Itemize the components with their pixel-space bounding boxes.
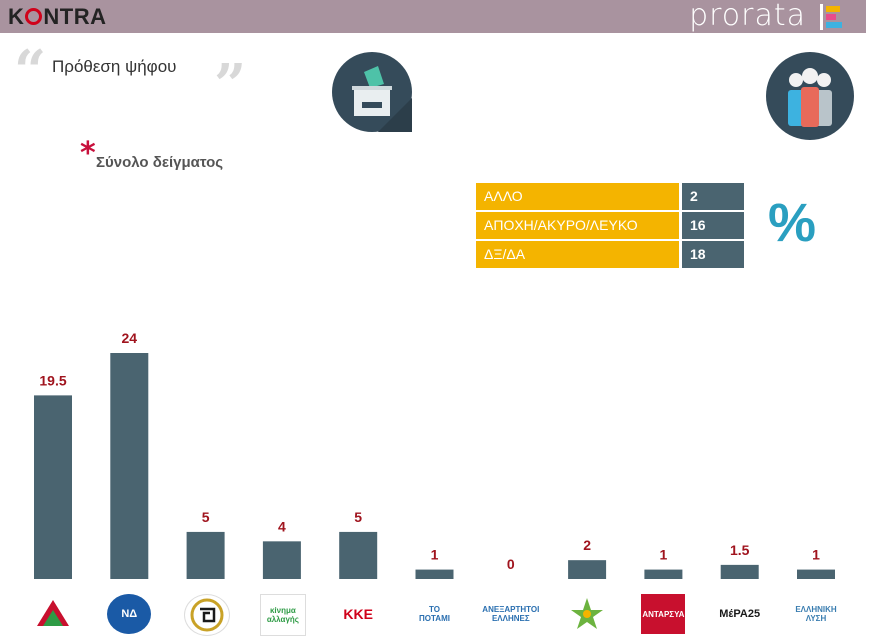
bar-9 xyxy=(644,569,683,579)
party-logo-7: ΑΝΕΞΑΡΤΗΤΟΙ ΕΛΛΗΝΕΣ xyxy=(482,594,539,634)
percent-sign: % xyxy=(768,193,817,253)
party-logo-text: ΕΛΛΗΝΙΚΗ ΛΥΣΗ xyxy=(795,605,837,623)
asterisk-icon: * xyxy=(80,136,96,171)
value-label-2: 24 xyxy=(122,330,138,346)
value-label-4: 4 xyxy=(278,518,286,534)
bar-6 xyxy=(415,569,454,579)
party-logo-5: ΚΚΕ xyxy=(336,594,381,634)
party-logo-10: ΜέΡΑ25 xyxy=(717,594,762,634)
value-label-3: 5 xyxy=(202,509,210,525)
bar-11 xyxy=(797,569,835,579)
row-label: ΑΠΟΧΗ/ΑΚΥΡΟ/ΛΕΥΚΟ xyxy=(476,212,679,239)
value-label-1: 19.5 xyxy=(39,372,66,388)
prorata-logo: prorata xyxy=(689,0,806,33)
bar-5 xyxy=(339,531,378,579)
sample-label: Σύνολο δείγματος xyxy=(96,154,224,171)
table-row: ΑΛΛΟ 2 xyxy=(476,183,744,210)
other-responses-table: ΑΛΛΟ 2 ΑΠΟΧΗ/ΑΚΥΡΟ/ΛΕΥΚΟ 16 ΔΞ/ΔΑ 18 xyxy=(476,183,744,270)
value-label-9: 1 xyxy=(660,547,668,563)
party-logo-8 xyxy=(565,594,610,634)
party-logo-text: ΤΟ ΠΟΤΑΜΙ xyxy=(419,605,450,623)
ballot-box-icon xyxy=(332,52,412,132)
value-label-8: 2 xyxy=(583,537,591,553)
value-label-5: 5 xyxy=(354,509,362,525)
prorata-mark-icon xyxy=(818,4,844,30)
table-row: ΑΠΟΧΗ/ΑΚΥΡΟ/ΛΕΥΚΟ 16 xyxy=(476,212,744,239)
page-title: Πρόθεση ψήφου xyxy=(52,57,177,76)
table-row: ΔΞ/ΔΑ 18 xyxy=(476,241,744,268)
people-group-icon xyxy=(766,52,854,140)
row-value: 2 xyxy=(682,183,744,210)
kontra-logo: K NTRA xyxy=(8,4,107,29)
party-logos-row: ΝΔ κίνημα αλλαγής ΚΚΕ ΤΟ ΠΟΤΑΜΙ ΑΝΕΞΑΡΤΗΤΟΙ … xyxy=(0,590,877,638)
party-logo-11: ΕΛΛΗΝΙΚΗ ΛΥΣΗ xyxy=(794,594,838,634)
party-logo-text: ΑΝΤΑΡΣΥΑ xyxy=(642,609,685,619)
bar-8 xyxy=(568,560,607,579)
value-label-11: 1 xyxy=(812,547,820,563)
value-label-6: 1 xyxy=(431,547,439,563)
bar-10 xyxy=(720,564,759,579)
top-bar: K NTRA prorata xyxy=(0,0,866,33)
party-logo-text: ΜέΡΑ25 xyxy=(719,607,761,620)
party-logo-text: ΝΔ xyxy=(121,607,138,620)
party-logo-4: κίνημα αλλαγής xyxy=(259,594,306,636)
row-value: 16 xyxy=(682,212,744,239)
party-logo-2: ΝΔ xyxy=(107,594,152,634)
party-logo-3 xyxy=(183,594,230,636)
quote-open-icon: “ xyxy=(14,38,47,104)
vote-intention-bar-chart: 19.5 24 5 4 5 1 0 2 1 1.5 1 xyxy=(34,330,835,579)
row-value: 18 xyxy=(682,241,744,268)
row-label: ΑΛΛΟ xyxy=(476,183,679,210)
party-logo-6: ΤΟ ΠΟΤΑΜΙ xyxy=(412,594,457,634)
value-label-10: 1.5 xyxy=(730,542,750,558)
bar-3 xyxy=(186,531,225,579)
value-label-7: 0 xyxy=(507,556,515,572)
bar-4 xyxy=(262,541,301,579)
quote-close-icon: ” xyxy=(214,52,247,118)
bar-1 xyxy=(34,395,72,579)
party-logo-9: ΑΝΤΑΡΣΥΑ xyxy=(641,594,686,634)
party-logo-text: ΚΚΕ xyxy=(343,605,373,622)
party-logo-1 xyxy=(31,594,75,634)
party-logo-text: ΑΝΕΞΑΡΤΗΤΟΙ ΕΛΛΗΝΕΣ xyxy=(482,605,540,623)
row-label: ΔΞ/ΔΑ xyxy=(476,241,679,268)
party-logo-text: κίνημα αλλαγής xyxy=(266,606,299,624)
bar-2 xyxy=(110,353,149,579)
